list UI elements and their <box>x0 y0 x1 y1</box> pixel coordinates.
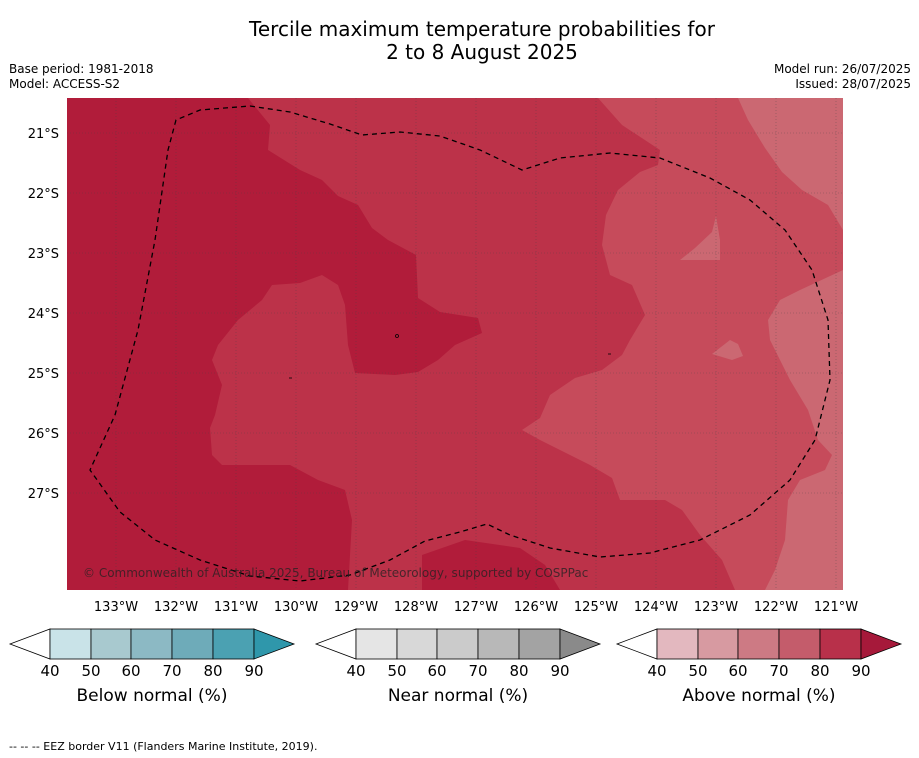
lon-labels: 133°W 132°W 131°W 130°W 129°W 128°W 127°… <box>94 600 858 615</box>
legend-above-normal-under-tip <box>615 628 658 660</box>
legend-below-normal-tick-50: 50 <box>81 662 100 680</box>
lon-label-131w: 131°W <box>214 600 258 615</box>
legend-above-normal-swatch-3 <box>778 628 821 660</box>
legend-near-normal-swatch-4 <box>518 628 561 660</box>
lat-labels: 21°S 22°S 23°S 24°S 25°S 26°S 27°S <box>28 127 59 502</box>
legend-below-normal-over-tip <box>253 628 296 660</box>
region-above-70 <box>522 98 843 590</box>
legend-above-normal-tick-80: 80 <box>810 662 829 680</box>
legend-near-normal-tick-50: 50 <box>387 662 406 680</box>
map-title: Tercile maximum temperature probabilitie… <box>0 18 919 64</box>
legend-above-normal-tick-40: 40 <box>647 662 666 680</box>
map-figure: 21°S 22°S 23°S 24°S 25°S 26°S 27°S 133°W… <box>28 98 858 615</box>
legend-above-normal-label: Above normal (%) <box>682 686 836 706</box>
base-period: Base period: 1981-2018 <box>9 62 154 76</box>
lon-label-126w: 126°W <box>514 600 558 615</box>
issued-date: Issued: 28/07/2025 <box>795 77 911 91</box>
lon-label-122w: 122°W <box>754 600 798 615</box>
legend-above-normal-swatch-4 <box>819 628 862 660</box>
copyright-notice: © Commonwealth of Australia 2025, Bureau… <box>83 566 588 580</box>
legend-below-normal-under-tip <box>8 628 51 660</box>
legend-above-normal-swatch-1 <box>697 628 739 660</box>
lat-label-24s: 24°S <box>28 307 59 322</box>
lon-label-125w: 125°W <box>574 600 618 615</box>
lon-label-130w: 130°W <box>274 600 318 615</box>
legend-below-normal-tick-90: 90 <box>244 662 263 680</box>
graticule <box>67 98 843 590</box>
lat-label-22s: 22°S <box>28 187 59 202</box>
lon-label-121w: 121°W <box>814 600 858 615</box>
lon-label-124w: 124°W <box>634 600 678 615</box>
legend-near-normal-swatch-3 <box>477 628 520 660</box>
meta-right: Model run: 26/07/2025 Issued: 28/07/2025 <box>774 62 911 92</box>
legend-near-normal-swatch-0 <box>355 628 398 660</box>
legend-above-normal-tick-90: 90 <box>851 662 870 680</box>
legend-near-normal-tick-70: 70 <box>468 662 487 680</box>
legend-near-normal-over-tip <box>559 628 602 660</box>
legend-near-normal-under-tip <box>314 628 357 660</box>
legend-above-normal: 40 50 60 70 80 90 <box>615 628 903 680</box>
lon-label-132w: 132°W <box>154 600 198 615</box>
lat-label-27s: 27°S <box>28 487 59 502</box>
lat-label-23s: 23°S <box>28 247 59 262</box>
legend-below-normal-swatch-3 <box>171 628 214 660</box>
probability-map <box>67 98 843 590</box>
lat-label-21s: 21°S <box>28 127 59 142</box>
legend-above-normal-swatch-0 <box>656 628 699 660</box>
region-above-60-patch-2 <box>712 340 743 360</box>
legend-above-normal-swatch-2 <box>737 628 780 660</box>
legend-below-normal-swatch-4 <box>212 628 255 660</box>
meta-left: Base period: 1981-2018 Model: ACCESS-S2 <box>9 62 154 92</box>
title-line-2: 2 to 8 August 2025 <box>386 40 578 64</box>
lat-label-26s: 26°S <box>28 427 59 442</box>
legend-near-normal-tick-40: 40 <box>346 662 365 680</box>
legend-below-normal-swatch-0 <box>49 628 92 660</box>
legend-below-normal: 40 50 60 70 80 90 <box>8 628 296 680</box>
legend-near-normal-tick-90: 90 <box>550 662 569 680</box>
legend-above-normal-tick-70: 70 <box>769 662 788 680</box>
legend-above-normal-tick-60: 60 <box>728 662 747 680</box>
legend-near-normal-swatch-1 <box>396 628 438 660</box>
model-run: Model run: 26/07/2025 <box>773 62 911 76</box>
lon-label-129w: 129°W <box>334 600 378 615</box>
eez-footnote: -- -- -- EEZ border V11 (Flanders Marine… <box>9 740 318 753</box>
legend-below-normal-label: Below normal (%) <box>76 686 228 706</box>
lon-label-127w: 127°W <box>454 600 498 615</box>
legend-below-normal-tick-80: 80 <box>203 662 222 680</box>
legend-near-normal-label: Near normal (%) <box>387 686 529 706</box>
legend-near-normal-swatch-2 <box>436 628 479 660</box>
legend-above-normal-tick-50: 50 <box>688 662 707 680</box>
lon-label-128w: 128°W <box>394 600 438 615</box>
legend-below-normal-tick-70: 70 <box>162 662 181 680</box>
legend-near-normal-tick-80: 80 <box>509 662 528 680</box>
legend-above-normal-over-tip <box>860 628 903 660</box>
region-above-60-patch <box>680 216 720 260</box>
legend-near-normal-tick-60: 60 <box>427 662 446 680</box>
lat-label-25s: 25°S <box>28 367 59 382</box>
model-name: Model: ACCESS-S2 <box>9 77 121 91</box>
eez-border <box>89 105 831 582</box>
legend-below-normal-swatch-2 <box>130 628 173 660</box>
legend-below-normal-tick-60: 60 <box>121 662 140 680</box>
legend-below-normal-swatch-1 <box>90 628 132 660</box>
lon-label-133w: 133°W <box>94 600 138 615</box>
region-above-60 <box>738 98 843 590</box>
legend-near-normal: 40 50 60 70 80 90 <box>314 628 602 680</box>
title-line-1: Tercile maximum temperature probabilitie… <box>249 17 715 41</box>
lon-label-123w: 123°W <box>694 600 738 615</box>
land-specks <box>289 334 611 379</box>
legend-below-normal-tick-40: 40 <box>40 662 59 680</box>
